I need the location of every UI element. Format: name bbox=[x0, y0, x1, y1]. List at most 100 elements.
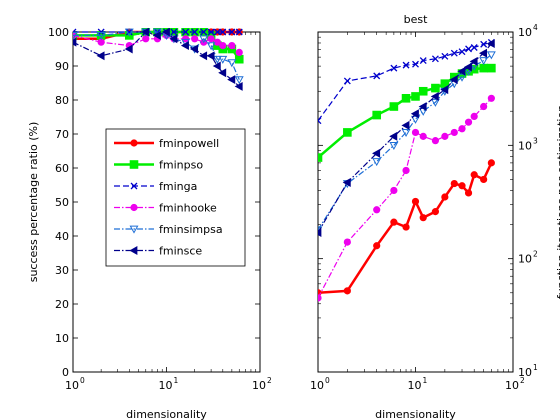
y-axis-label: function iterations per optimization bbox=[555, 105, 560, 299]
chart-success-ratio: 100 101 102dimensionality01020304050607080… bbox=[27, 26, 272, 420]
y-tick-label: 100 bbox=[48, 26, 69, 39]
data-point-fminsimpsa bbox=[199, 35, 209, 44]
data-point-fminsimpsa bbox=[457, 73, 467, 82]
data-point-fminpowell bbox=[464, 189, 473, 197]
data-point-fminsce bbox=[152, 30, 161, 40]
data-point-fminsimpsa bbox=[227, 59, 237, 68]
series-fminpowell bbox=[318, 159, 495, 297]
data-point-fminhooke bbox=[458, 125, 466, 133]
legend-marker-fminhooke bbox=[130, 203, 138, 212]
data-point-fminpso bbox=[389, 102, 399, 111]
data-point-fminga bbox=[343, 77, 351, 85]
y-tick-label: 60 bbox=[55, 162, 69, 175]
data-point-fminsimpsa bbox=[372, 158, 382, 167]
data-point-fminhooke bbox=[191, 35, 199, 43]
data-point-fminsce bbox=[372, 148, 381, 158]
legend-label-fminsce: fminsce bbox=[159, 245, 202, 258]
x-tick-exponent: 0 bbox=[80, 376, 85, 385]
data-point-fminsimpsa bbox=[234, 76, 244, 85]
data-point-fminhooke bbox=[470, 112, 478, 121]
y-tick-label: 50 bbox=[55, 196, 69, 209]
data-point-fminga bbox=[228, 28, 236, 36]
series-fminsce bbox=[318, 39, 495, 237]
data-point-fminga bbox=[213, 28, 221, 36]
data-point-fminpowell bbox=[480, 175, 488, 184]
data-point-fminsce bbox=[389, 131, 398, 141]
data-point-fminhooke bbox=[219, 41, 227, 50]
data-point-fminsce bbox=[463, 62, 472, 72]
data-point-fminsce bbox=[440, 85, 449, 95]
data-point-fminga bbox=[412, 60, 419, 68]
data-point-fminsce bbox=[318, 228, 322, 237]
data-point-fminpowell bbox=[419, 214, 427, 222]
data-point-fminsce bbox=[169, 34, 178, 44]
data-point-fminga bbox=[97, 28, 105, 36]
data-point-fminsimpsa bbox=[218, 55, 228, 64]
data-point-fminga bbox=[465, 45, 473, 53]
data-point-fminsce bbox=[486, 39, 495, 49]
data-point-fminsce bbox=[449, 75, 458, 85]
y-tick-exponent: 1 bbox=[533, 363, 538, 372]
legend-marker-fminga bbox=[130, 182, 138, 190]
data-point-fminsce bbox=[401, 120, 410, 130]
data-point-fminpowell bbox=[411, 197, 420, 206]
data-point-fminga bbox=[402, 61, 410, 69]
data-point-fminpowell bbox=[470, 171, 478, 179]
data-point-fminpso bbox=[411, 92, 420, 101]
data-point-fminga bbox=[219, 28, 227, 36]
data-point-fminga bbox=[373, 72, 381, 80]
data-point-fminpso bbox=[372, 110, 382, 120]
data-point-fminsimpsa bbox=[411, 115, 420, 124]
data-point-fminga bbox=[390, 64, 398, 72]
data-point-fminga bbox=[182, 28, 190, 36]
legend-label-fminga: fminga bbox=[159, 180, 197, 193]
x-tick-exponent: 2 bbox=[520, 376, 525, 385]
data-point-fminsimpsa bbox=[479, 57, 489, 66]
legend-label-fminpowell: fminpowell bbox=[159, 137, 219, 150]
data-point-fminga bbox=[480, 40, 488, 48]
legend-marker-fminpso bbox=[129, 160, 139, 169]
legend-marker-fminsimpsa bbox=[129, 225, 139, 234]
data-point-fminsce bbox=[73, 37, 77, 47]
data-point-fminsce bbox=[410, 109, 419, 119]
data-point-fminhooke bbox=[411, 128, 420, 137]
y-tick-label: 20 bbox=[55, 298, 69, 311]
y-tick-exponent: 4 bbox=[533, 23, 538, 32]
x-tick-exponent: 1 bbox=[423, 376, 428, 385]
data-point-fminga bbox=[450, 49, 458, 57]
data-point-fminpowell bbox=[441, 193, 449, 201]
series-fminga bbox=[318, 38, 495, 125]
data-point-fminpso bbox=[401, 94, 411, 103]
data-point-fminhooke bbox=[480, 102, 488, 111]
y-tick-label: 30 bbox=[55, 264, 69, 277]
x-tick-exponent: 1 bbox=[174, 376, 179, 385]
data-point-fminsce bbox=[161, 28, 170, 37]
data-point-fminsce bbox=[212, 61, 221, 71]
series-line-fminsimpsa bbox=[318, 54, 492, 231]
y-tick-exponent: 3 bbox=[533, 136, 538, 145]
data-point-fminga bbox=[235, 28, 243, 36]
data-point-fminhooke bbox=[450, 128, 458, 137]
y-tick-label: 40 bbox=[55, 230, 69, 243]
data-point-fminhooke bbox=[207, 35, 215, 43]
data-point-fminsce bbox=[342, 178, 351, 187]
y-tick-label: 80 bbox=[55, 94, 69, 107]
data-point-fminga bbox=[318, 117, 322, 125]
data-point-fminsce bbox=[180, 41, 189, 51]
data-point-fminpso bbox=[343, 128, 352, 137]
data-point-fminsce bbox=[206, 51, 215, 61]
data-point-fminpowell bbox=[458, 182, 466, 190]
x-axis-label: dimensionality bbox=[375, 408, 456, 420]
data-point-fminpso bbox=[318, 153, 323, 162]
data-point-fminga bbox=[441, 52, 449, 60]
data-point-fminsimpsa bbox=[389, 141, 399, 150]
data-point-fminsimpsa bbox=[212, 55, 222, 64]
data-point-fminhooke bbox=[487, 94, 495, 102]
data-point-fminsimpsa bbox=[401, 129, 411, 138]
data-point-fminpso bbox=[487, 63, 496, 73]
data-point-fminga bbox=[200, 28, 208, 36]
data-point-fminpowell bbox=[450, 179, 458, 188]
y-axis-label: success percentage ratio (%) bbox=[27, 122, 40, 283]
data-point-fminsimpsa bbox=[96, 32, 106, 41]
